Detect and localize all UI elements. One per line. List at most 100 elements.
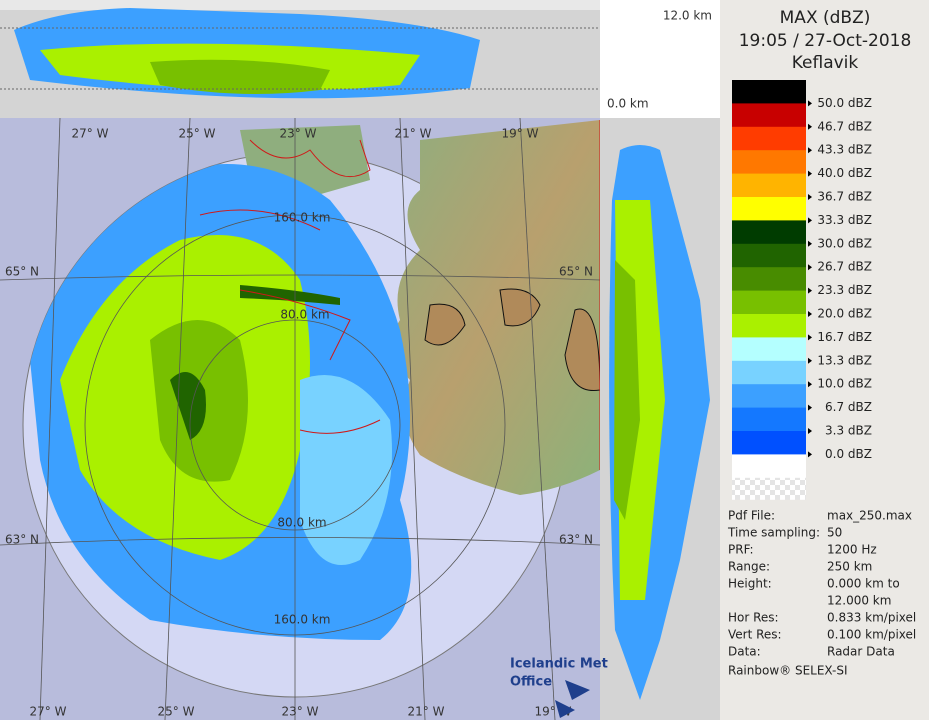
legend-swatch [732,103,806,128]
legend-pointer [808,147,812,154]
range-label: 80.0 km [277,516,326,530]
lat-label: 63° N [559,533,593,547]
legend-swatch [732,150,806,175]
echo [300,375,392,565]
legend-label: 50.0 dBZ [817,96,872,110]
legend-pointer [808,194,812,200]
legend-swatch [732,477,806,500]
legend-swatch [732,173,806,198]
legend-label: 13.3 dBZ [817,353,872,367]
info-value: 0.100 km/pixel [827,628,916,642]
legend-pointer [808,451,812,458]
info-key: Pdf File: [728,509,775,523]
lon-label: 25° W [179,127,216,141]
legend-pointer [808,264,812,271]
info-key: PRF: [728,543,754,557]
info-key: Data: [728,645,761,659]
logo-icon [555,680,590,718]
lat-label: 65° N [5,265,39,279]
legend-pointer [808,217,812,224]
info-value: 250 km [827,560,872,574]
range-label: 160.0 km [274,613,331,627]
legend-pointer [808,404,812,411]
lon-label: 21° W [408,705,445,719]
site: Keflavik [792,53,859,73]
legend-label: 10.0 dBZ [817,377,872,391]
legend-pointer [808,381,812,388]
coastline [199,139,381,434]
title: MAX (dBZ) [780,8,871,28]
legend-pointer [808,287,812,294]
legend-swatch [732,267,806,292]
info-value: 50 [827,526,842,540]
legend-label: 16.7 dBZ [817,330,872,344]
legend-pointer [808,428,812,434]
logo-text: Icelandic Met [510,657,608,672]
info-value: 0.000 km to [827,577,900,591]
lon-label: 27° W [30,705,67,719]
echo [240,285,340,305]
legend-pointer [808,311,812,317]
legend-swatch [732,80,806,104]
legend-pointer [808,170,812,177]
lat-label: 63° N [5,533,39,547]
legend-label: 20.0 dBZ [817,307,872,321]
legend-pointer [808,100,812,107]
legend-label: 30.0 dBZ [817,236,872,250]
legend-label: 46.7 dBZ [817,119,872,133]
legend-swatch [732,431,806,455]
lon-label: 21° W [395,127,432,141]
lon-label: 27° W [72,127,109,141]
height-label: 12.0 km [663,9,712,23]
legend-pointer [808,240,812,247]
lon-label: 19° W [502,127,539,141]
legend-label: 26.7 dBZ [817,260,872,274]
logo-text: Office [510,675,552,690]
info-value: 0.833 km/pixel [827,611,916,625]
footer: Rainbow® SELEX-SI [728,664,848,678]
lon-label: 23° W [280,127,317,141]
legend-swatch [732,243,806,268]
top-echo-core [150,59,330,94]
legend-swatch [732,360,806,385]
time: 19:05 / 27-Oct-2018 [739,31,912,51]
info-key: Vert Res: [728,628,782,642]
legend-swatch [732,407,806,432]
legend-pointer [808,357,812,364]
legend-label: 6.7 dBZ [825,400,872,414]
height-label: 0.0 km [607,97,649,111]
top-section-top [0,0,600,10]
info-key: Height: [728,577,772,591]
range-rings [0,117,601,720]
legend-label: 40.0 dBZ [817,166,872,180]
legend-swatch [732,290,806,315]
info-value: Radar Data [827,645,895,659]
legend-swatch [732,384,806,409]
legend-swatch [732,454,806,479]
range-label: 160.0 km [274,211,331,225]
legend-label: 43.3 dBZ [817,143,872,157]
map-panel: 12.0 km 0.0 km 27° W 25° W 23° W 21° W 19° W… [0,0,720,720]
lon-label: 25° W [158,705,195,719]
legend-label: 3.3 dBZ [825,424,872,438]
legend-label: 0.0 dBZ [825,447,872,461]
info-value: 12.000 km [827,594,891,608]
legend-label: 36.7 dBZ [817,190,872,204]
info-key: Range: [728,560,770,574]
info-value: 1200 Hz [827,543,877,557]
lat-label: 65° N [559,265,593,279]
info-key: Time sampling: [727,526,820,540]
legend-pointer [808,123,812,130]
legend-swatch [732,337,806,362]
info-value: max_250.max [827,509,912,523]
sidebar: MAX (dBZ) 19:05 / 27-Oct-2018 Keflavik 5… [720,0,929,720]
info-key: Hor Res: [728,611,779,625]
legend-label: 33.3 dBZ [817,213,872,227]
lon-label: 23° W [282,705,319,719]
legend-swatch [732,314,806,338]
legend-label: 23.3 dBZ [817,283,872,297]
legend-swatch [732,126,806,151]
legend-swatch [732,220,806,245]
range-label: 80.0 km [280,308,329,322]
